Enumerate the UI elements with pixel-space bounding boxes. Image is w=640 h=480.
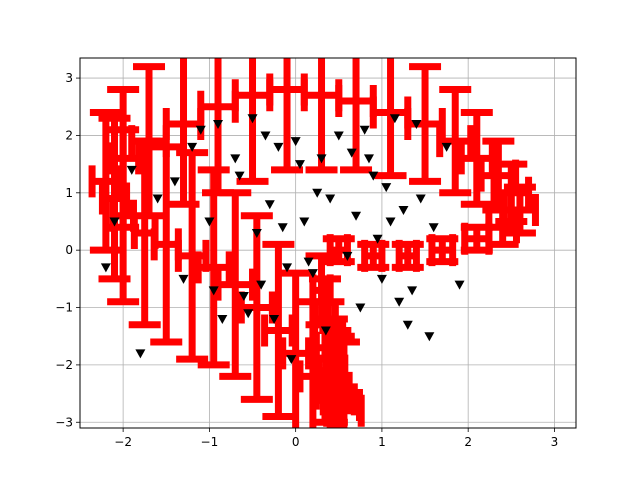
- y-tick-label: −2: [55, 358, 73, 372]
- triangle-down-marker: [152, 194, 163, 204]
- triangle-down-marker: [359, 125, 370, 135]
- triangle-down-marker: [269, 315, 280, 325]
- errorbar-point: [261, 240, 296, 421]
- y-tick-label: 1: [65, 186, 73, 200]
- triangle-down-marker: [407, 286, 418, 296]
- errorbar-point: [231, 58, 274, 185]
- triangle-down-marker: [342, 251, 353, 261]
- triangle-down-marker: [277, 223, 288, 233]
- triangle-down-marker: [217, 315, 228, 325]
- y-tick-label: 2: [65, 128, 73, 142]
- triangle-down-marker: [230, 154, 241, 164]
- triangle-down-marker: [355, 303, 366, 313]
- errorbar-point: [490, 160, 533, 225]
- errorbar-point: [214, 189, 257, 380]
- errorbar-point: [460, 222, 493, 255]
- triangle-down-marker: [264, 200, 275, 210]
- triangle-down-marker: [135, 349, 146, 359]
- errorbar-point: [322, 234, 355, 267]
- errorbar-point: [426, 234, 459, 267]
- triangle-down-marker: [208, 286, 219, 296]
- errorbar-point: [369, 58, 412, 180]
- errorbar-point: [237, 212, 276, 403]
- errorbar-point: [436, 86, 475, 197]
- x-tick-label: 3: [551, 435, 559, 449]
- triangle-down-marker: [454, 280, 465, 290]
- x-tick-label: 2: [464, 435, 472, 449]
- triangle-down-marker: [411, 119, 422, 129]
- errorbar-point: [296, 298, 330, 428]
- triangle-down-marker: [389, 114, 400, 124]
- triangle-down-marker: [316, 154, 327, 164]
- x-tick-label: 0: [292, 435, 300, 449]
- triangle-down-marker: [126, 165, 137, 175]
- triangle-down-marker: [376, 274, 387, 284]
- triangle-down-marker: [282, 263, 293, 273]
- triangle-down-marker: [251, 228, 262, 238]
- triangle-down-marker: [213, 119, 224, 129]
- x-tick-label: −2: [114, 435, 132, 449]
- triangle-down-marker: [290, 137, 301, 147]
- triangle-down-marker: [100, 263, 111, 273]
- y-tick-label: −3: [55, 415, 73, 429]
- triangle-down-marker: [234, 171, 245, 181]
- triangle-down-marker: [238, 292, 249, 302]
- triangle-down-marker: [307, 269, 318, 279]
- triangle-down-marker: [368, 171, 379, 181]
- triangle-down-marker: [351, 211, 362, 221]
- triangle-down-marker: [273, 142, 284, 152]
- triangle-down-marker: [325, 194, 336, 204]
- triangle-down-marker: [187, 142, 198, 152]
- triangle-down-marker: [333, 131, 344, 141]
- errorbar-point: [266, 58, 308, 174]
- y-axis: −3 −2 −1 0 1 2 3: [55, 71, 80, 429]
- y-tick-label: 0: [65, 243, 73, 257]
- triangle-down-marker: [286, 355, 297, 365]
- triangle-down-marker: [381, 183, 392, 193]
- triangle-down-marker: [320, 326, 331, 336]
- triangle-down-marker: [260, 131, 271, 141]
- errorbar-point: [404, 63, 446, 185]
- triangle-down-marker: [109, 217, 120, 227]
- triangle-down-marker: [195, 125, 206, 135]
- triangle-down-marker: [385, 217, 396, 227]
- triangle-down-marker: [372, 234, 383, 244]
- errorbar-point: [391, 239, 424, 272]
- x-tick-label: −1: [201, 435, 219, 449]
- triangle-down-marker: [299, 217, 310, 227]
- x-axis: −2 −1 0 1 2 3: [114, 428, 558, 449]
- triangle-down-marker: [303, 257, 314, 267]
- triangle-down-marker: [428, 223, 439, 233]
- triangle-down-marker: [312, 188, 323, 198]
- triangle-down-marker: [178, 274, 189, 284]
- triangle-down-marker: [204, 217, 215, 227]
- triangle-down-marker: [256, 280, 267, 290]
- errorbar-series: [88, 58, 539, 428]
- triangle-marker-series: [100, 114, 465, 365]
- plot-frame: [79, 57, 577, 429]
- errorbar-point: [357, 239, 390, 272]
- triangle-down-marker: [394, 297, 405, 307]
- y-tick-label: 3: [65, 71, 73, 85]
- y-tick-label: −1: [55, 301, 73, 315]
- triangle-down-marker: [398, 206, 409, 216]
- triangle-down-marker: [363, 154, 374, 164]
- triangle-down-marker: [415, 194, 426, 204]
- errorbar-point: [457, 108, 496, 208]
- errorbar-point: [279, 269, 313, 428]
- triangle-down-marker: [346, 148, 357, 158]
- errorbar-point: [300, 58, 343, 174]
- triangle-down-marker: [243, 309, 254, 319]
- triangle-down-marker: [294, 160, 305, 170]
- triangle-down-marker: [169, 177, 180, 187]
- x-tick-label: 1: [378, 435, 386, 449]
- triangle-down-marker: [441, 142, 452, 152]
- errorbar-point: [104, 86, 143, 231]
- triangle-down-marker: [247, 114, 258, 124]
- triangle-down-marker: [402, 320, 413, 330]
- triangle-down-marker: [424, 332, 435, 342]
